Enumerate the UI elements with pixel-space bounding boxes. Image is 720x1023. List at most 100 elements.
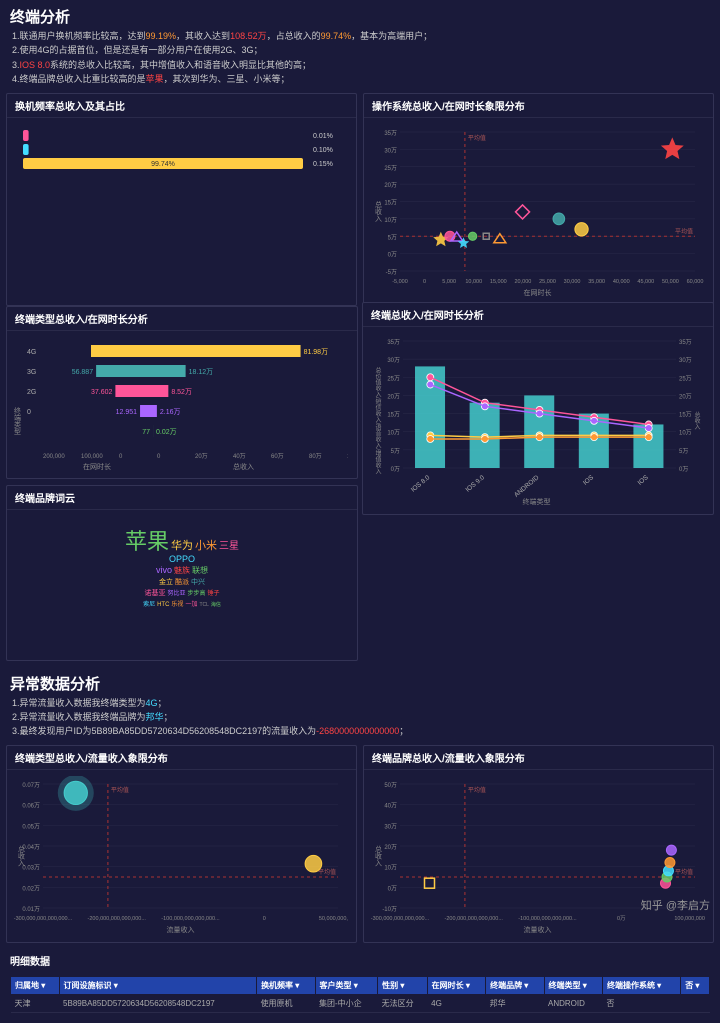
word-TCL: TCL xyxy=(199,603,208,609)
svg-text:0万: 0万 xyxy=(679,466,688,473)
svg-text:-5,000: -5,000 xyxy=(392,279,408,285)
word-步步高: 步步高 xyxy=(187,591,205,598)
panel-bar1-body[interactable]: 0.01%0.10%0.15%99.74% xyxy=(7,118,356,185)
col-header[interactable]: 终端品牌 ▾ xyxy=(486,976,544,994)
watermark: 知乎 @李启方 xyxy=(641,897,710,913)
svg-text:总收入: 总收入 xyxy=(375,200,383,222)
word-三星: 三星 xyxy=(219,541,239,552)
panel-scatter1: 操作系统总收入/在网时长象限分布 -5万0万5万10万15万20万25万30万3… xyxy=(363,93,714,306)
word-vivo: vivo xyxy=(156,566,172,576)
svg-text:35万: 35万 xyxy=(387,339,400,346)
svg-text:35,000: 35,000 xyxy=(588,279,605,285)
svg-text:0: 0 xyxy=(423,279,426,285)
col-header[interactable]: 否 ▾ xyxy=(681,976,710,994)
svg-text:0.04万: 0.04万 xyxy=(22,844,40,851)
svg-text:30万: 30万 xyxy=(384,147,397,154)
svg-text:5万: 5万 xyxy=(391,447,400,454)
panel-combo-body[interactable]: 0万0万5万5万10万10万15万15万20万20万25万25万30万30万35… xyxy=(363,327,713,514)
col-header[interactable]: 归属地 ▾ xyxy=(11,976,60,994)
col-header[interactable]: 订阅设施标识 ▾ xyxy=(59,976,257,994)
word-金立: 金立 xyxy=(159,579,173,587)
col-header[interactable]: 终端类型 ▾ xyxy=(544,976,602,994)
word-魅族: 魅族 xyxy=(174,567,190,576)
svg-text:平均值: 平均值 xyxy=(318,868,336,876)
panel-wordcloud-title: 终端品牌词云 xyxy=(7,486,357,510)
bullet-1: 1.联通用户换机频率比较高，达到99.19%，其收入达到108.52万，占总收入… xyxy=(12,29,708,43)
word-酷派: 酷派 xyxy=(175,579,189,587)
panel-scatter1-body[interactable]: -5万0万5万10万15万20万25万30万35万-5,00005,00010,… xyxy=(364,118,713,305)
svg-text:5万: 5万 xyxy=(679,447,688,454)
svg-text:37.602: 37.602 xyxy=(91,389,113,396)
detail-table[interactable]: 归属地 ▾订阅设施标识 ▾换机频率 ▾客户类型 ▾性别 ▾在网时长 ▾终端品牌 … xyxy=(10,976,710,1013)
svg-text:80万: 80万 xyxy=(309,453,322,460)
svg-text:25,000: 25,000 xyxy=(539,279,556,285)
svg-text:18.12万: 18.12万 xyxy=(189,368,214,376)
table-wrap: 归属地 ▾订阅设施标识 ▾换机频率 ▾客户类型 ▾性别 ▾在网时长 ▾终端品牌 … xyxy=(0,972,720,1023)
svg-text:0.02万: 0.02万 xyxy=(22,885,40,892)
svg-text:20万: 20万 xyxy=(384,844,397,851)
bullet-3: 3.IOS 8.0系统的总收入比较高，其中增值收入和语音收入明显比其他的高； xyxy=(12,58,708,72)
svg-text:20万: 20万 xyxy=(679,393,692,400)
svg-text:0: 0 xyxy=(27,409,31,416)
svg-text:20万: 20万 xyxy=(195,453,208,460)
svg-text:10,000: 10,000 xyxy=(465,279,482,285)
svg-text:81.98万: 81.98万 xyxy=(304,348,329,356)
svg-text:15万: 15万 xyxy=(679,411,692,418)
svg-text:0.01%: 0.01% xyxy=(313,133,333,140)
svg-text:终端类型: 终端类型 xyxy=(14,406,22,435)
svg-text:0: 0 xyxy=(119,454,123,460)
svg-text:100万: 100万 xyxy=(347,453,348,460)
svg-text:15万: 15万 xyxy=(387,411,400,418)
word-苹果: 苹果 xyxy=(125,530,169,554)
svg-text:IOS: IOS xyxy=(582,473,596,486)
svg-text:50,000: 50,000 xyxy=(662,279,679,285)
svg-text:平均值: 平均值 xyxy=(675,227,693,235)
svg-text:10万: 10万 xyxy=(387,429,400,436)
svg-text:10万: 10万 xyxy=(384,864,397,871)
svg-text:10万: 10万 xyxy=(384,216,397,223)
svg-text:45,000: 45,000 xyxy=(637,279,654,285)
svg-text:0.10%: 0.10% xyxy=(313,147,333,154)
svg-text:15,000: 15,000 xyxy=(490,279,507,285)
bullet2-3: 3.最终发现用户ID为5B89BA85DD5720634D56208548DC2… xyxy=(12,724,708,738)
svg-text:0.07万: 0.07万 xyxy=(22,782,40,789)
svg-text:0.15%: 0.15% xyxy=(313,161,333,168)
svg-text:3G: 3G xyxy=(27,369,36,376)
word-小米: 小米 xyxy=(195,540,217,552)
col-header[interactable]: 终端操作系统 ▾ xyxy=(602,976,680,994)
panel-scatter3-body[interactable]: -10万0万10万20万30万40万50万-300,000,000,000,00… xyxy=(364,770,713,942)
svg-text:30,000: 30,000 xyxy=(564,279,581,285)
svg-text:20万: 20万 xyxy=(384,182,397,189)
col-header[interactable]: 在网时长 ▾ xyxy=(427,976,485,994)
word-华为: 华为 xyxy=(171,540,193,552)
svg-text:25万: 25万 xyxy=(384,164,397,171)
panel-scatter2-body[interactable]: 0.01万0.02万0.03万0.04万0.05万0.06万0.07万-300,… xyxy=(7,770,356,942)
col-header[interactable]: 性别 ▾ xyxy=(378,976,427,994)
svg-text:平均值: 平均值 xyxy=(468,134,486,142)
section1-bullets: 1.联通用户换机频率比较高，达到99.19%，其收入达到108.52万，占总收入… xyxy=(0,29,720,93)
word-中兴: 中兴 xyxy=(191,579,205,587)
word-HTC: HTC xyxy=(157,602,169,609)
bullet2-1: 1.异常流量收入数据我终端类型为4G； xyxy=(12,696,708,710)
svg-text:30万: 30万 xyxy=(679,357,692,364)
svg-text:在网时长: 在网时长 xyxy=(83,462,111,471)
table-row[interactable]: 天津5B89BA85DD5720634D56208548DC2197使用原机集团… xyxy=(11,994,710,1012)
svg-text:终端类型: 终端类型 xyxy=(523,497,551,506)
svg-text:25万: 25万 xyxy=(679,375,692,382)
wordcloud-body[interactable]: 苹果华为小米三星OPPOvivo魅族联想金立酷派中兴诺基亚努比亚步步高锤子索尼H… xyxy=(7,510,357,660)
svg-text:IOS 9.0: IOS 9.0 xyxy=(465,473,487,493)
word-锤子: 锤子 xyxy=(208,591,220,598)
col-header[interactable]: 客户类型 ▾ xyxy=(315,976,378,994)
svg-text:总收入: 总收入 xyxy=(18,844,26,866)
panel-bar2-body[interactable]: 81.98万4G56.88718.12万3G37.6028.52万2G12.95… xyxy=(7,331,357,478)
svg-text:总价值收入/短信收入/语音收入/增值收入: 总价值收入/短信收入/语音收入/增值收入 xyxy=(374,366,381,474)
svg-text:0.03万: 0.03万 xyxy=(22,864,40,871)
svg-text:总收入: 总收入 xyxy=(375,844,383,866)
svg-text:4G: 4G xyxy=(27,349,36,356)
svg-text:20万: 20万 xyxy=(387,393,400,400)
bullet-4: 4.终端品牌总收入比重比较高的是苹果，其次到华为、三星、小米等； xyxy=(12,72,708,86)
col-header[interactable]: 换机频率 ▾ xyxy=(257,976,315,994)
word-海信: 海信 xyxy=(211,603,221,609)
section2-title: 异常数据分析 xyxy=(0,667,720,696)
svg-text:0万: 0万 xyxy=(388,885,397,892)
